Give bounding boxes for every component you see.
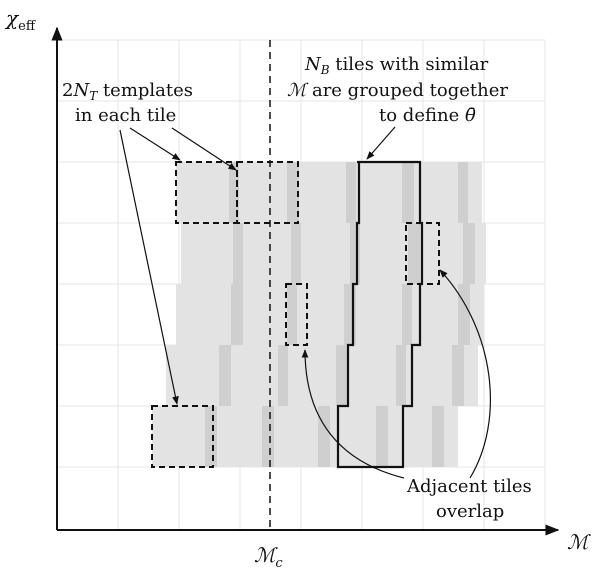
templates-annotation-line1: 2NT templates [62, 80, 193, 103]
tile-row [166, 345, 478, 406]
grouped-tiles-outline [336, 160, 424, 469]
grouped-annotation-line1: NB tiles with similar [304, 54, 489, 77]
tile-row [181, 223, 486, 284]
adjacent-annotation-line1: Adjacent tiles [406, 476, 532, 497]
dashed-tile-outline [236, 161, 299, 224]
mc-label: ℳc [254, 543, 283, 571]
tile-row [176, 284, 484, 345]
tile-row [176, 162, 482, 223]
grouped-annotation-line2: ℳ are grouped together [287, 80, 508, 101]
templates-annotation-line2: in each tile [75, 105, 176, 126]
dashed-overlap-outline [285, 283, 308, 346]
annotation-arrows [119, 126, 491, 479]
y-axis-label: χeff [4, 6, 37, 34]
adjacent-annotation-line2: overlap [436, 501, 504, 522]
grouped-annotation-line3: to define θ̄ [379, 105, 476, 126]
x-axis-label: ℳ [567, 530, 591, 554]
dashed-tile-outline [151, 405, 214, 468]
tile-row [152, 406, 458, 467]
